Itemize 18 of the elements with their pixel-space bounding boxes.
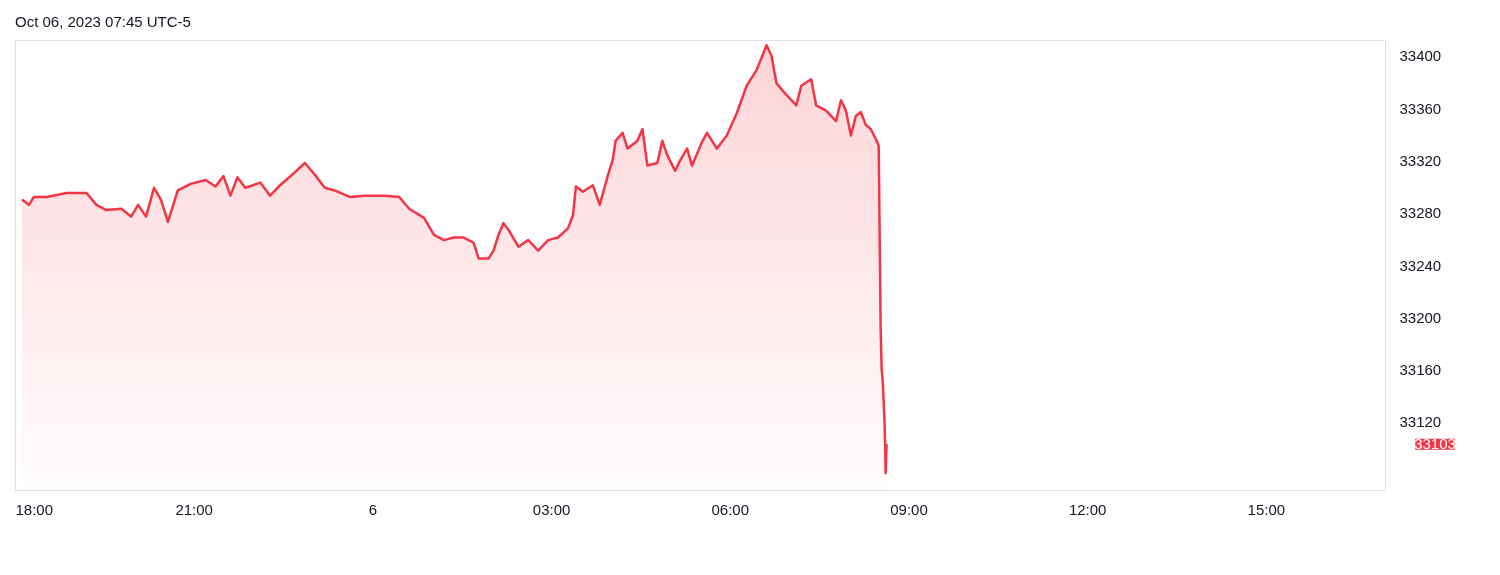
x-tick-label: 21:00: [175, 500, 213, 518]
x-tick-label: 03:00: [532, 500, 571, 518]
x-tick-label: 6: [368, 500, 378, 518]
x-tick-label: 12:00: [1068, 500, 1107, 518]
x-tick-label: 18:00: [15, 500, 54, 518]
y-tick-label: 33200: [1399, 308, 1442, 326]
text: 33103: [1414, 435, 1456, 453]
y-tick-label: 33160: [1399, 361, 1442, 379]
y-tick-label: 33400: [1399, 47, 1442, 65]
y-tick-label: 33120: [1399, 413, 1442, 431]
chart-title: Oct 06, 2023 07:45 UTC-5: [15, 13, 191, 30]
y-tick-label: 33280: [1399, 204, 1442, 222]
y-tick-label: 33360: [1399, 99, 1442, 117]
y-tick-label: 33240: [1399, 256, 1442, 274]
x-tick-label: 09:00: [890, 500, 928, 518]
y-tick-label: 33320: [1399, 151, 1442, 169]
x-tick-label: 15:00: [1247, 500, 1286, 518]
x-tick-label: 06:00: [711, 500, 750, 518]
